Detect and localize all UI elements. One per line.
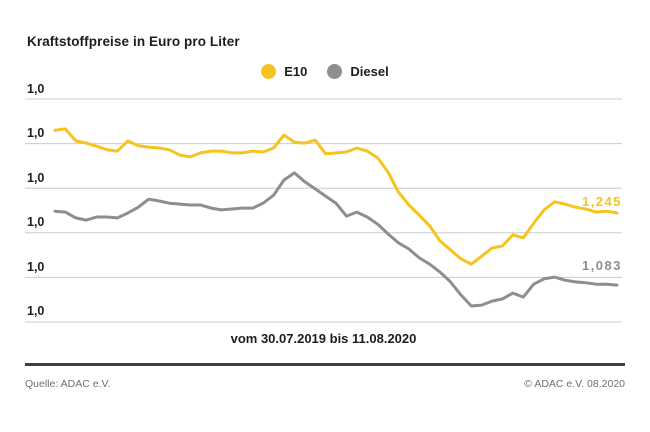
footer-divider: [25, 363, 625, 366]
legend-item-e10: E10: [261, 64, 307, 79]
e10-value-label: 1,245: [581, 194, 622, 209]
diesel-value-label: 1,083: [581, 258, 622, 273]
diesel-dot-icon: [327, 64, 343, 79]
source-text: Quelle: ADAC e.V.: [25, 378, 111, 390]
y-axis-tick-2: 1,0: [27, 126, 45, 140]
diesel-line: [53, 171, 619, 308]
chart-title: Kraftstoffpreise in Euro pro Liter: [27, 34, 240, 49]
legend-item-diesel: Diesel: [327, 64, 389, 79]
legend: E10 Diesel: [0, 64, 650, 79]
e10-dot-icon: [261, 64, 277, 79]
legend-label-e10: E10: [284, 64, 308, 79]
x-axis-label: vom 30.07.2019 bis 11.08.2020: [230, 331, 417, 346]
y-axis-tick-4: 1,0: [27, 215, 45, 229]
copyright-text: © ADAC e.V. 08.2020: [524, 378, 625, 390]
gridlines: [25, 98, 622, 323]
y-axis-tick-3: 1,0: [27, 171, 45, 185]
y-axis-tick-6: 1,0: [27, 304, 45, 318]
y-axis-tick-1: 1,0: [27, 82, 45, 96]
y-axis-tick-5: 1,0: [27, 260, 45, 274]
e10-line: [53, 127, 619, 266]
legend-label-diesel: Diesel: [350, 64, 389, 79]
